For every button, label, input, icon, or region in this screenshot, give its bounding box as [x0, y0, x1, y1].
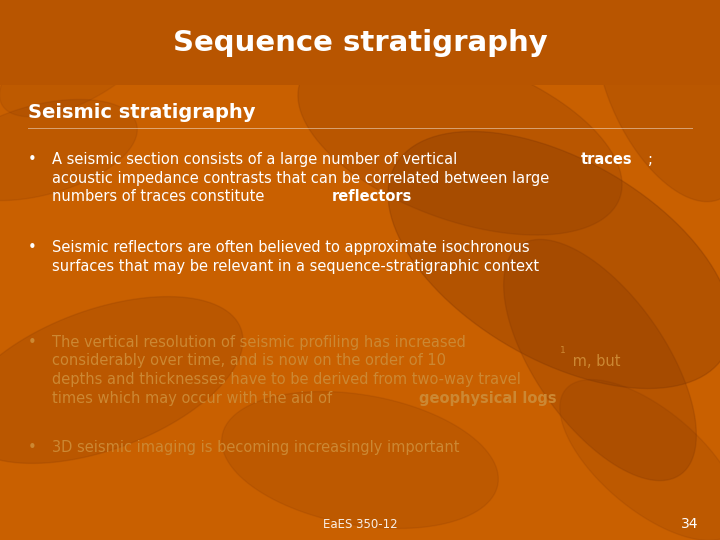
- Text: times which may occur with the aid of: times which may occur with the aid of: [52, 390, 337, 406]
- Polygon shape: [0, 296, 243, 463]
- Text: depths and thicknesses have to be derived from two-way travel: depths and thicknesses have to be derive…: [52, 372, 521, 387]
- Text: m, but: m, but: [568, 354, 621, 368]
- Text: reflectors: reflectors: [332, 189, 413, 204]
- Text: EaES 350-12: EaES 350-12: [323, 517, 397, 530]
- Polygon shape: [298, 45, 622, 235]
- Polygon shape: [595, 0, 720, 201]
- Polygon shape: [388, 132, 720, 389]
- Text: 3D seismic imaging is becoming increasingly important: 3D seismic imaging is becoming increasin…: [52, 440, 459, 455]
- Text: traces: traces: [581, 152, 632, 167]
- Text: Seismic reflectors are often believed to approximate isochronous: Seismic reflectors are often believed to…: [52, 240, 530, 255]
- Polygon shape: [222, 392, 498, 529]
- Text: Sequence stratigraphy: Sequence stratigraphy: [173, 29, 547, 57]
- Text: •: •: [27, 440, 37, 455]
- Text: A seismic section consists of a large number of vertical: A seismic section consists of a large nu…: [52, 152, 462, 167]
- Polygon shape: [0, 3, 161, 117]
- Text: considerably over time, and is now on the order of 10: considerably over time, and is now on th…: [52, 354, 446, 368]
- Polygon shape: [560, 380, 720, 540]
- Text: •: •: [27, 240, 37, 255]
- Text: The vertical resolution of seismic profiling has increased: The vertical resolution of seismic profi…: [52, 335, 466, 350]
- Text: surfaces that may be relevant in a sequence-stratigraphic context: surfaces that may be relevant in a seque…: [52, 259, 539, 273]
- Text: 1: 1: [560, 347, 566, 355]
- Polygon shape: [504, 239, 696, 481]
- Text: numbers of traces constitute: numbers of traces constitute: [52, 189, 269, 204]
- Text: geophysical logs: geophysical logs: [420, 390, 557, 406]
- Text: 34: 34: [680, 517, 698, 531]
- Text: •: •: [27, 152, 37, 167]
- Text: acoustic impedance contrasts that can be correlated between large: acoustic impedance contrasts that can be…: [52, 171, 549, 186]
- Text: ;: ;: [647, 152, 652, 167]
- Text: Seismic stratigraphy: Seismic stratigraphy: [28, 103, 256, 122]
- FancyBboxPatch shape: [0, 0, 720, 85]
- Text: •: •: [27, 335, 37, 350]
- Polygon shape: [0, 99, 138, 200]
